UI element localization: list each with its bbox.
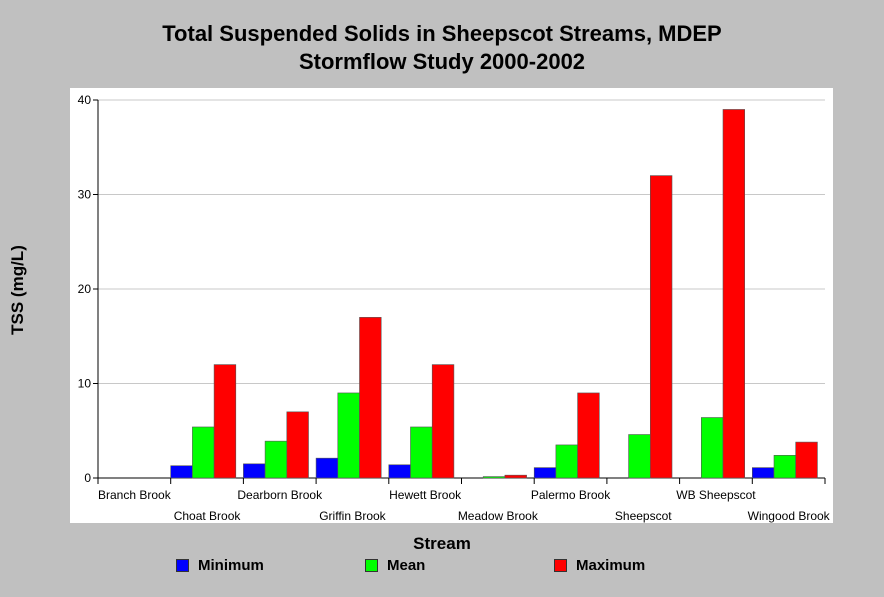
legend-label-mean: Mean [387, 557, 426, 574]
bar-minimum [315, 457, 339, 479]
y-tick-label: 40 [78, 93, 92, 107]
bar-maximum [359, 317, 382, 479]
bar-mean [192, 426, 215, 479]
x-tick-label: Branch Brook [98, 488, 172, 502]
bar-mean [264, 440, 288, 479]
bar-mean [482, 476, 506, 479]
y-axis-title-text: TSS (mg/L) [8, 245, 27, 335]
bar-maximum [213, 364, 237, 479]
bar-minimum [170, 465, 193, 479]
x-tick-label: Griffin Brook [319, 509, 386, 523]
x-tick-label: Wingood Brook [748, 509, 831, 523]
x-tick-label: Dearborn Brook [237, 488, 323, 502]
bar-mean [410, 426, 433, 479]
x-tick-label: WB Sheepscot [676, 488, 756, 502]
x-tick-label: Sheepscot [615, 509, 672, 523]
x-tick-label: Choat Brook [174, 509, 242, 523]
bar-mean [555, 444, 578, 479]
bar-minimum [243, 463, 266, 479]
bar-minimum [533, 467, 557, 479]
bar-mean [337, 392, 360, 479]
x-axis-title: Stream [413, 534, 471, 553]
bar-minimum [751, 467, 775, 479]
bar-maximum [795, 441, 818, 479]
bar-mean [773, 455, 797, 479]
bar-mean [628, 434, 651, 479]
x-tick-label: Palermo Brook [531, 488, 611, 502]
y-tick-label: 30 [78, 188, 92, 202]
chart-title-line-2: Stormflow Study 2000-2002 [298, 49, 586, 74]
legend-swatch-minimum [176, 559, 189, 572]
bar-minimum [388, 464, 411, 479]
legend-swatch-mean [365, 559, 378, 572]
chart-title-line-1: Total Suspended Solids in Sheepscot Stre… [162, 21, 722, 46]
bar-maximum [577, 392, 600, 479]
x-tick-label: Hewett Brook [389, 488, 462, 502]
chart-title: Total Suspended Solids in Sheepscot Stre… [0, 20, 884, 76]
legend-label-minimum: Minimum [198, 557, 264, 574]
bar-maximum [431, 364, 455, 479]
bar-maximum [286, 411, 309, 479]
bar-maximum [504, 474, 527, 479]
y-tick-label: 0 [84, 471, 91, 485]
bar-maximum [649, 175, 673, 479]
y-tick-label: 20 [78, 282, 92, 296]
legend-label-maximum: Maximum [576, 557, 646, 574]
bar-maximum [722, 109, 746, 479]
y-tick-label: 10 [78, 377, 92, 391]
legend-swatch-maximum [554, 559, 567, 572]
x-tick-label: Meadow Brook [458, 509, 539, 523]
bar-mean [700, 417, 724, 479]
